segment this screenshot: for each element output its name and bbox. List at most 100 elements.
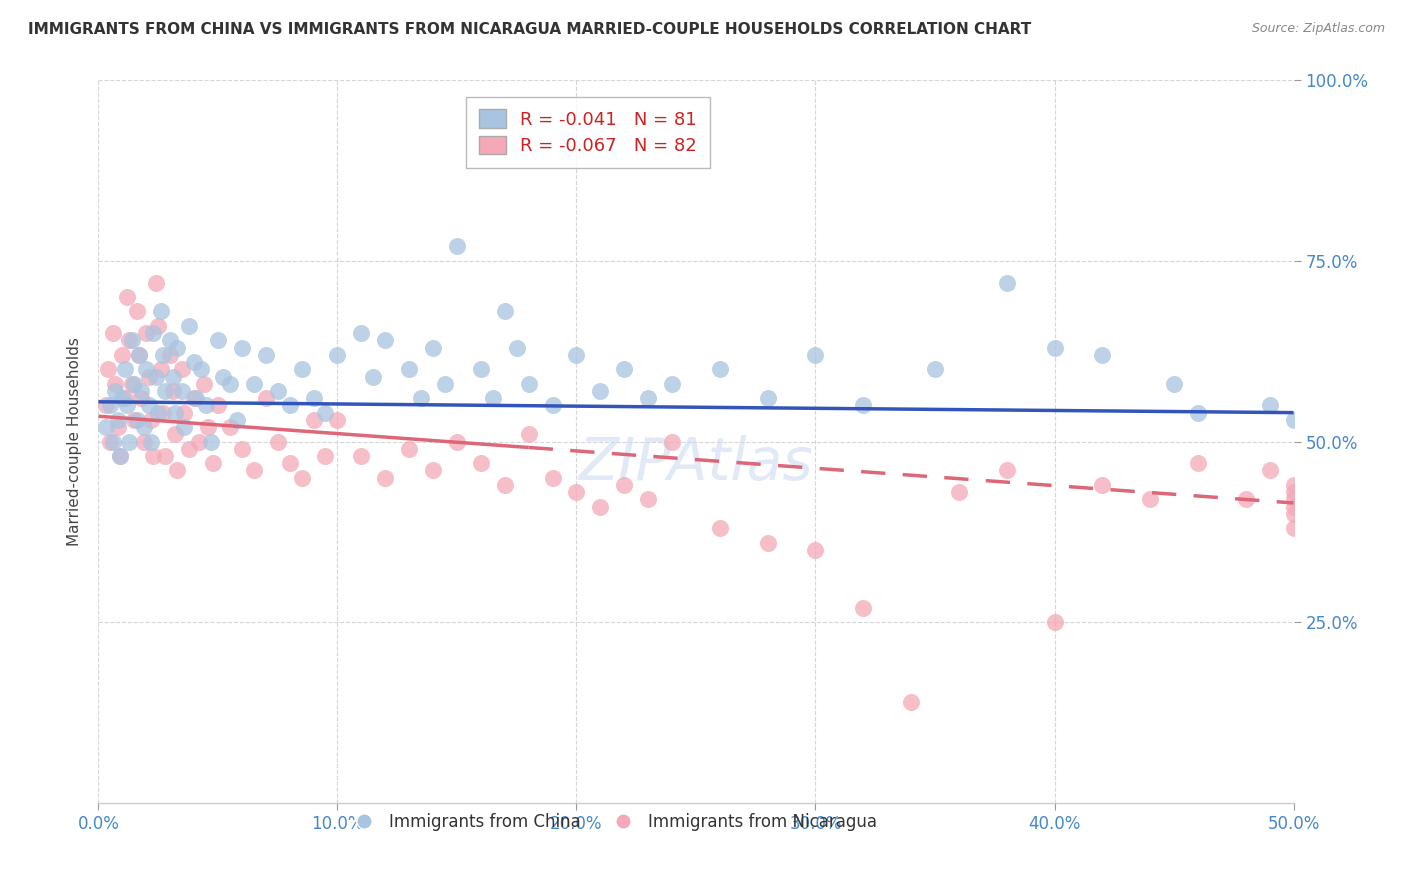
Point: [434, 376, 457, 391]
Point: [1043, 615, 1066, 630]
Point: [190, 362, 212, 376]
Point: [613, 478, 636, 492]
Point: [195, 398, 218, 412]
Point: [1091, 348, 1114, 362]
Point: [207, 334, 229, 348]
Point: [149, 362, 172, 376]
Point: [162, 369, 184, 384]
Point: [1234, 492, 1257, 507]
Point: [900, 695, 922, 709]
Point: [350, 449, 373, 463]
Point: [1282, 507, 1305, 521]
Point: [173, 406, 195, 420]
Point: [138, 369, 160, 384]
Point: [139, 434, 162, 449]
Point: [114, 362, 136, 376]
Point: [1258, 398, 1281, 412]
Point: [108, 449, 131, 463]
Point: [155, 384, 177, 398]
Point: [315, 449, 337, 463]
Point: [159, 348, 181, 362]
Point: [187, 434, 209, 449]
Point: [197, 420, 219, 434]
Point: [173, 420, 195, 434]
Point: [804, 542, 827, 557]
Point: [470, 362, 492, 376]
Point: [94, 398, 117, 412]
Point: [254, 348, 277, 362]
Point: [374, 334, 396, 348]
Point: [637, 492, 659, 507]
Point: [200, 434, 222, 449]
Point: [302, 413, 325, 427]
Point: [613, 362, 636, 376]
Point: [326, 413, 349, 427]
Point: [398, 442, 420, 456]
Point: [101, 326, 124, 340]
Point: [166, 341, 188, 355]
Point: [124, 376, 146, 391]
Point: [148, 406, 170, 420]
Point: [1282, 413, 1305, 427]
Point: [152, 406, 174, 420]
Point: [155, 449, 177, 463]
Point: [363, 369, 385, 384]
Point: [315, 406, 337, 420]
Point: [94, 420, 117, 434]
Point: [589, 500, 612, 514]
Point: [118, 334, 141, 348]
Point: [1282, 492, 1305, 507]
Point: [398, 362, 420, 376]
Point: [517, 427, 540, 442]
Point: [183, 391, 205, 405]
Point: [107, 413, 129, 427]
Point: [97, 362, 120, 376]
Point: [422, 341, 444, 355]
Point: [422, 463, 444, 477]
Point: [115, 290, 138, 304]
Point: [291, 362, 314, 376]
Point: [115, 398, 138, 412]
Point: [125, 304, 148, 318]
Point: [207, 398, 229, 412]
Point: [709, 362, 731, 376]
Point: [374, 470, 396, 484]
Point: [254, 391, 277, 405]
Point: [852, 398, 875, 412]
Point: [163, 427, 186, 442]
Point: [118, 434, 141, 449]
Point: [108, 449, 131, 463]
Point: [924, 362, 946, 376]
Point: [132, 420, 155, 434]
Point: [637, 391, 659, 405]
Point: [145, 369, 167, 384]
Point: [172, 384, 194, 398]
Point: [125, 413, 148, 427]
Point: [948, 485, 970, 500]
Point: [1139, 492, 1161, 507]
Point: [1258, 463, 1281, 477]
Point: [541, 398, 564, 412]
Point: [163, 406, 186, 420]
Point: [142, 326, 165, 340]
Point: [135, 362, 157, 376]
Point: [135, 326, 157, 340]
Point: [121, 334, 143, 348]
Point: [139, 413, 162, 427]
Point: [172, 362, 194, 376]
Point: [104, 376, 127, 391]
Point: [243, 463, 266, 477]
Point: [193, 376, 215, 391]
Point: [186, 391, 208, 405]
Point: [104, 384, 127, 398]
Point: [326, 348, 349, 362]
Point: [243, 376, 266, 391]
Point: [226, 413, 249, 427]
Point: [107, 420, 129, 434]
Point: [661, 434, 683, 449]
Point: [166, 463, 188, 477]
Point: [211, 369, 233, 384]
Point: [131, 391, 153, 405]
Point: [231, 442, 253, 456]
Point: [494, 478, 516, 492]
